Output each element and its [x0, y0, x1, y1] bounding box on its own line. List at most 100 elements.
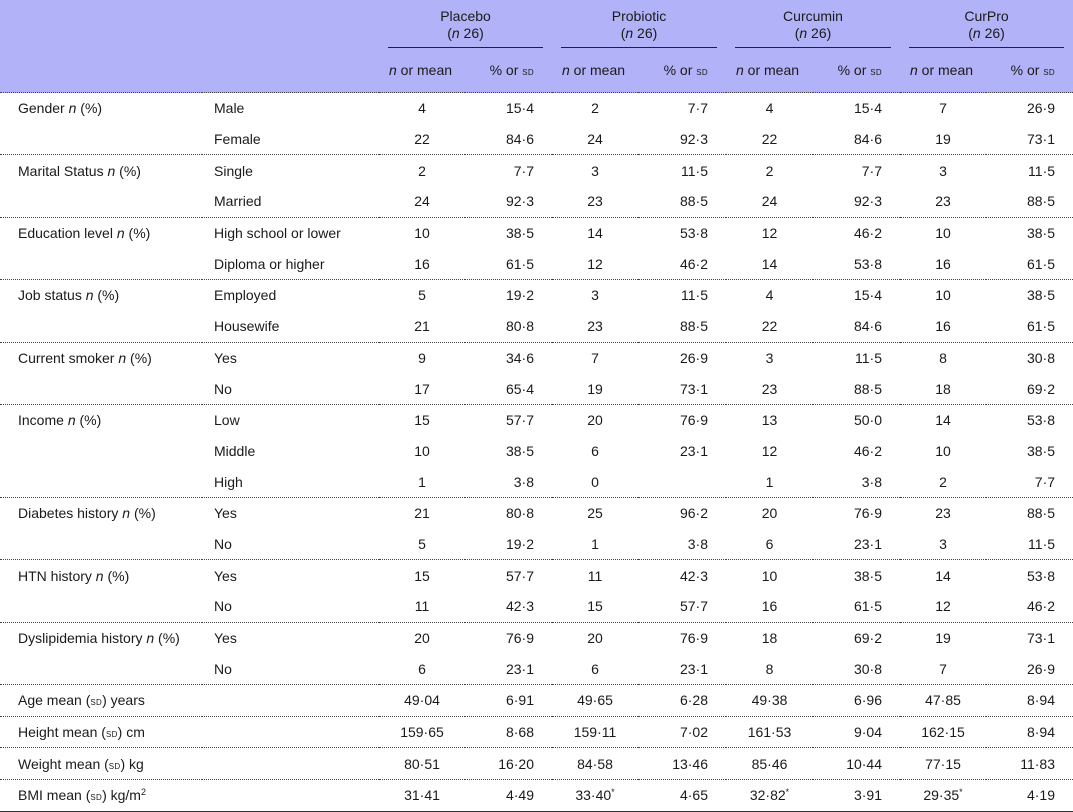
- cell-sd: 6·91: [465, 684, 552, 717]
- cell-n: 2: [726, 154, 813, 187]
- cell-n: 24: [587, 131, 603, 148]
- row-label-unit: (%): [130, 505, 156, 522]
- cell-n: 12: [726, 216, 813, 249]
- subheader-pct: % or: [489, 62, 523, 78]
- row-category: High: [214, 473, 243, 490]
- cell-n: 17: [414, 380, 430, 397]
- row-label-n: n: [118, 349, 127, 366]
- cell-n: 7: [900, 91, 986, 124]
- cell-n: 23: [587, 318, 603, 335]
- table-row: Middle 10 38·5 6 23·1 12 46·2 10 38·5: [0, 436, 1073, 467]
- subheader-row: n or mean% or sd n or mean% or sd n or mea…: [0, 58, 1073, 93]
- cell-n: 12: [761, 442, 778, 459]
- table-row: Housewife 21 80·8 23 88·5 22 84·6 16 61·5: [0, 311, 1073, 342]
- cell-pct: 23·1: [853, 535, 882, 552]
- cell-value: 32·82: [749, 787, 786, 804]
- cell-pct: 11·5: [1028, 535, 1056, 552]
- row-label: Education level n (%): [0, 216, 202, 249]
- subheader-n-or-mean: n or mean: [726, 58, 813, 93]
- row-label-unit: (%): [126, 349, 152, 366]
- cell-pct: [638, 466, 726, 497]
- cell-mean: 49·38: [726, 684, 813, 717]
- row-category: Yes: [202, 559, 379, 591]
- significance-marker: *: [785, 787, 790, 798]
- cell-n: 14: [761, 255, 778, 272]
- cell-pct: 38·5: [813, 559, 900, 591]
- cell-pct: 76·9: [638, 403, 726, 436]
- cell-pct: 23·1: [505, 660, 534, 677]
- cell-n: 5: [418, 535, 426, 552]
- row-label-unit: (%): [103, 567, 130, 584]
- n-prefix: n: [451, 25, 460, 41]
- row-label-text: Marital Status: [18, 162, 108, 179]
- cell-n: 18: [935, 380, 951, 397]
- row-category: Yes: [202, 621, 379, 654]
- cell-pct: 80·8: [505, 318, 534, 335]
- cell-value: 162·15: [921, 724, 965, 741]
- cell-pct: 26·9: [1026, 660, 1056, 677]
- cell-pct: 61·5: [1026, 255, 1056, 272]
- table-row: Height mean (sd) cm 159·65 8·68 159·11 7·02 1…: [0, 715, 1073, 748]
- cell-value: 4·49: [505, 787, 534, 804]
- cell-n: 10: [935, 442, 951, 459]
- cell-pct: 46·2: [853, 442, 882, 459]
- row-label-sd: sd: [90, 694, 103, 709]
- cell-n: 1: [418, 473, 426, 490]
- cell-sd: 9·04: [813, 715, 900, 748]
- cell-n: 20: [552, 621, 638, 654]
- row-category: No: [214, 660, 232, 677]
- cell-n: 1: [765, 473, 774, 490]
- cell-n: 24: [414, 193, 430, 210]
- table-row: No 17 65·4 19 73·1 23 88·5 18 69·2: [0, 373, 1073, 404]
- cell-value: 77·15: [925, 755, 961, 772]
- cell-value: 8·68: [505, 724, 534, 741]
- table-row: No 6 23·1 6 23·1 8 30·8 7 26·9: [0, 653, 1073, 684]
- subheader-n: n: [910, 62, 918, 78]
- cell-pct: 84·6: [853, 318, 882, 335]
- cell-pct: 7·7: [1034, 473, 1056, 490]
- row-label-n: n: [67, 412, 76, 429]
- row-label: Height mean (sd) cm: [0, 715, 379, 748]
- cell-pct: 15·4: [813, 279, 900, 311]
- cell-mean: 47·85: [900, 684, 986, 717]
- cell-pct: 38·5: [505, 442, 534, 459]
- row-label-n: n: [146, 630, 155, 647]
- cell-value: 31·41: [404, 787, 440, 804]
- group-name: Placebo: [440, 8, 491, 24]
- cell-n: 12: [935, 598, 951, 615]
- row-label-text: Education level: [18, 225, 117, 242]
- cell-n: 8: [900, 341, 986, 374]
- row-label: Dyslipidemia history n (%): [0, 621, 202, 654]
- cell-pct: 50·0: [813, 403, 900, 436]
- cell-pct: 53·8: [986, 559, 1073, 591]
- table-row: Married 24 92·3 23 88·5 24 92·3 23 88·5: [0, 186, 1073, 217]
- row-label: [0, 436, 202, 467]
- header-blank: [202, 0, 379, 58]
- cell-n: 4: [379, 91, 465, 124]
- row-label: BMI mean (sd) kg/m2: [0, 779, 379, 812]
- cell-mean: 32·82*: [726, 779, 813, 812]
- cell-mean: 49·04: [379, 684, 465, 717]
- subheader-pct: % or: [663, 62, 697, 78]
- significance-marker: *: [959, 787, 963, 798]
- row-label-superscript: 2: [140, 787, 146, 798]
- row-category: Housewife: [214, 318, 280, 335]
- row-category: Yes: [202, 496, 379, 529]
- header-blank: [0, 58, 202, 93]
- cell-pct: 11·5: [986, 154, 1073, 187]
- cell-n: 15: [587, 598, 603, 615]
- cell-n: 3: [900, 154, 986, 187]
- row-label-n: n: [107, 162, 116, 179]
- cell-mean: 33·40*: [552, 779, 638, 812]
- cell-n: 2: [379, 154, 465, 187]
- cell-pct: 69·2: [813, 621, 900, 654]
- cell-value: 161·53: [747, 724, 792, 741]
- cell-sd: 8·68: [465, 715, 552, 748]
- cell-pct: 84·6: [505, 131, 534, 148]
- cell-n: 2: [939, 473, 947, 490]
- cell-n: 22: [761, 131, 778, 148]
- row-label: [0, 124, 202, 155]
- cell-pct: 92·3: [505, 193, 534, 210]
- cell-pct: 11·5: [638, 279, 726, 311]
- row-label: [0, 186, 202, 217]
